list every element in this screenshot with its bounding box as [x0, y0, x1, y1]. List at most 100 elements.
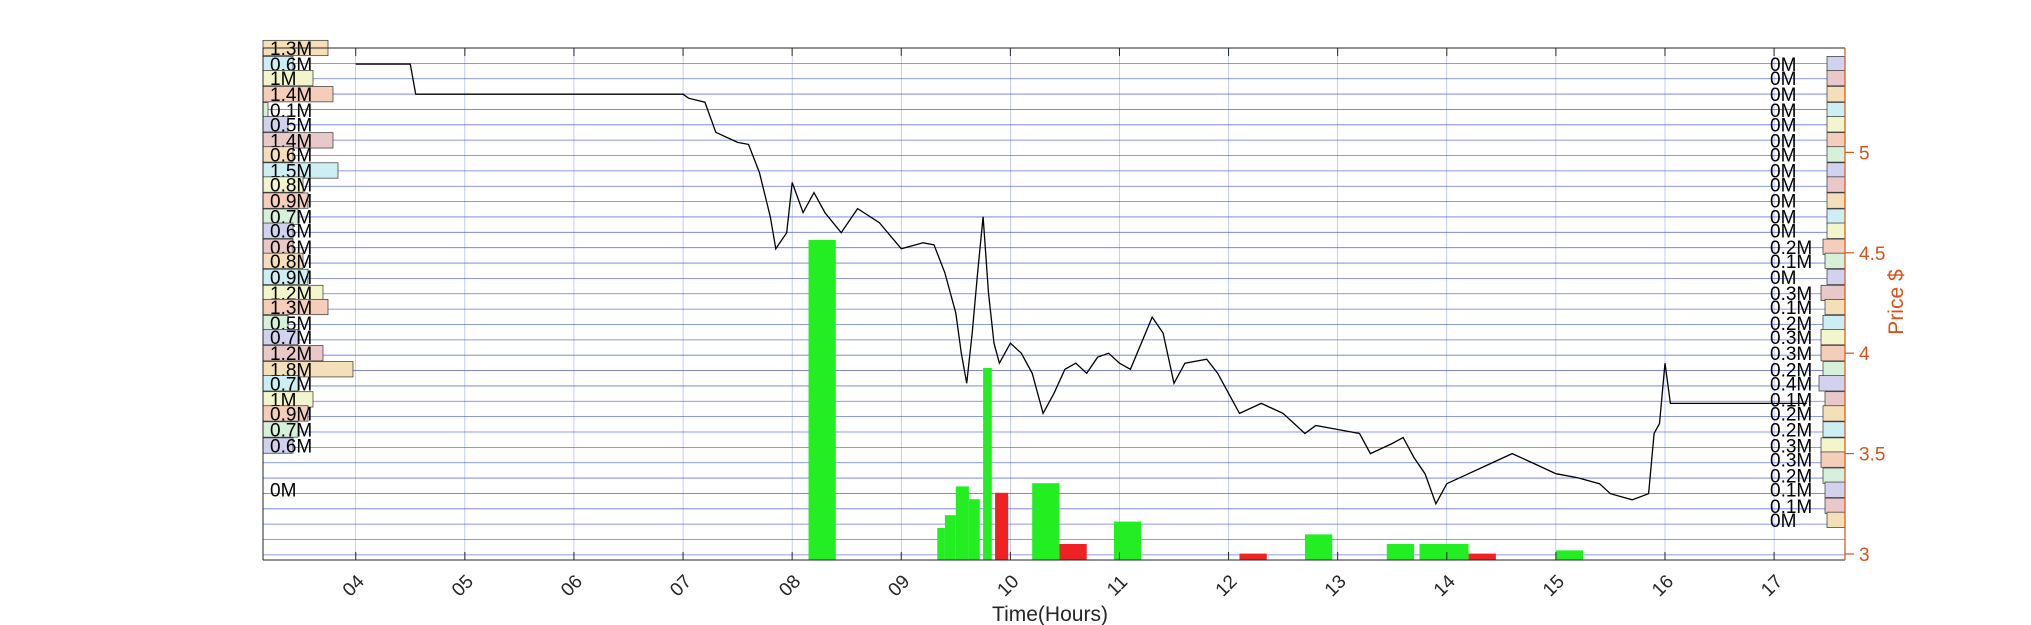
volume-bars [808, 240, 1584, 560]
vbp-right-label: 0.2M [1770, 420, 1812, 441]
x-tick-label: 05 [448, 571, 478, 601]
vbp-right-label: 0M [1770, 101, 1796, 122]
vbp-right-label: 0M [1770, 222, 1796, 243]
volume-bar-up [955, 486, 969, 560]
x-tick-label: 13 [1321, 571, 1351, 601]
y-tick-label: 3 [1859, 545, 1870, 566]
vbp-right-bar [1826, 192, 1846, 209]
vbp-right-label: 0M [1770, 176, 1796, 197]
vbp-right-label: 0M [1770, 69, 1796, 90]
vbp-left-label: 0.8M [270, 176, 312, 197]
vbp-right-label: 0.1M [1770, 390, 1812, 411]
vbp-right-bar [1826, 56, 1846, 73]
vbp-right-label: 0.2M [1770, 360, 1812, 381]
volume-bar-down [1239, 553, 1267, 560]
y-tick-label: 5 [1859, 143, 1870, 164]
vbp-right-label: 0.2M [1770, 404, 1812, 425]
vbp-right-bar [1826, 176, 1846, 193]
x-axis-label: Time(Hours) [992, 603, 1108, 625]
grid-lines [263, 47, 1845, 560]
volume-bar-up [1114, 521, 1142, 560]
vbp-right-label: 0.1M [1770, 497, 1812, 518]
vbp-right-bar [1822, 361, 1846, 378]
vbp-right-bar [1822, 238, 1846, 255]
vbp-left-label: 1.3M [270, 39, 312, 60]
axes [262, 47, 1846, 561]
vbp-left-bar [262, 102, 269, 119]
vbp-left-label: 0.7M [270, 374, 312, 395]
vbp-left-label: 0.9M [270, 192, 312, 213]
vbp-right-bar [1826, 70, 1846, 87]
x-tick-label: 15 [1539, 571, 1569, 601]
volume-bar-down [1468, 553, 1496, 560]
vbp-right-label: 0.2M [1770, 238, 1812, 259]
x-tick-label: 12 [1212, 571, 1242, 601]
volume-bar-up [1441, 544, 1469, 560]
vbp-right-bar [1826, 222, 1846, 239]
vbp-right-label: 0.2M [1770, 467, 1812, 488]
vbp-right-bar [1822, 315, 1846, 332]
price-series-layer [355, 63, 1807, 506]
x-tick-label: 10 [994, 571, 1024, 601]
volume-bar-up [1386, 544, 1415, 560]
vbp-right-bar [1824, 481, 1846, 498]
x-tick-label: 14 [1430, 571, 1460, 601]
volume-bar-down [995, 492, 1009, 560]
vbp-right-bar [1826, 132, 1846, 149]
vbp-right-label: 0M [1770, 511, 1796, 532]
vbp-right-label: 0M [1770, 145, 1796, 166]
vbp-right-bar [1826, 511, 1846, 528]
volume-bar-up [1304, 534, 1333, 560]
vbp-right-label: 0.3M [1770, 451, 1812, 472]
x-tick-label: 11 [1103, 572, 1132, 601]
vbp-right-label: 0.4M [1770, 374, 1812, 395]
volume-bar-up [1032, 483, 1060, 560]
x-tick-label: 09 [884, 571, 914, 601]
vbp-left-label: 0M [270, 481, 296, 502]
vbp-left-label: 0.8M [270, 252, 312, 273]
volume-bar-up [968, 499, 980, 560]
volume-bar-down [1059, 544, 1087, 560]
vbp-right-bar [1820, 284, 1846, 301]
vbp-right-bar [1824, 252, 1846, 269]
y-tick-label: 4.5 [1859, 244, 1885, 265]
x-tick-label: 17 [1757, 571, 1787, 601]
vbp-right-bar [1820, 451, 1846, 468]
vbp-right-label: 0.1M [1770, 252, 1812, 273]
vbp-left-label: 1.3M [270, 298, 312, 319]
vbp-right-label: 0.1M [1770, 298, 1812, 319]
x-tick-label: 06 [557, 571, 587, 601]
vbp-right-bar [1824, 497, 1846, 514]
volume-bar-up [944, 515, 956, 560]
vbp-right-bar [1826, 208, 1846, 225]
vbp-right-bar [1826, 116, 1846, 133]
volume-bar-up [1419, 544, 1447, 560]
volume-by-price-right: 0M0M0M0M0M0M0M0M0M0M0M0M0.2M0.1M0M0.3M0.… [1770, 55, 1846, 532]
volume-bar-up [808, 240, 836, 560]
vbp-left-label: 0.6M [270, 222, 312, 243]
vbp-right-bar [1826, 102, 1846, 119]
vbp-right-label: 0.3M [1770, 437, 1812, 458]
vbp-right-bar [1818, 375, 1846, 392]
vbp-right-label: 0M [1770, 115, 1796, 136]
vbp-right-label: 0M [1770, 55, 1796, 76]
vbp-right-label: 0M [1770, 268, 1796, 289]
price-line [355, 63, 1807, 506]
vbp-right-bar [1820, 329, 1846, 346]
vbp-right-bar [1824, 391, 1846, 408]
vbp-right-bar [1824, 298, 1846, 316]
vbp-left-label: 0.7M [270, 420, 312, 441]
vbp-right-bar [1822, 405, 1846, 422]
vbp-right-bar [1826, 146, 1846, 163]
vbp-right-bar [1826, 268, 1846, 285]
vbp-right-label: 0.2M [1770, 314, 1812, 335]
volume-bar-up [983, 368, 992, 560]
y-axis-label: Price $ [1885, 269, 1908, 335]
x-tick-label: 08 [775, 571, 805, 601]
y-tick-label: 4 [1859, 344, 1870, 365]
vbp-left-label: 1M [270, 69, 296, 90]
vbp-right-bar [1820, 437, 1846, 454]
vbp-left-label: 0.6M [270, 437, 312, 458]
vbp-right-label: 0.1M [1770, 481, 1812, 502]
